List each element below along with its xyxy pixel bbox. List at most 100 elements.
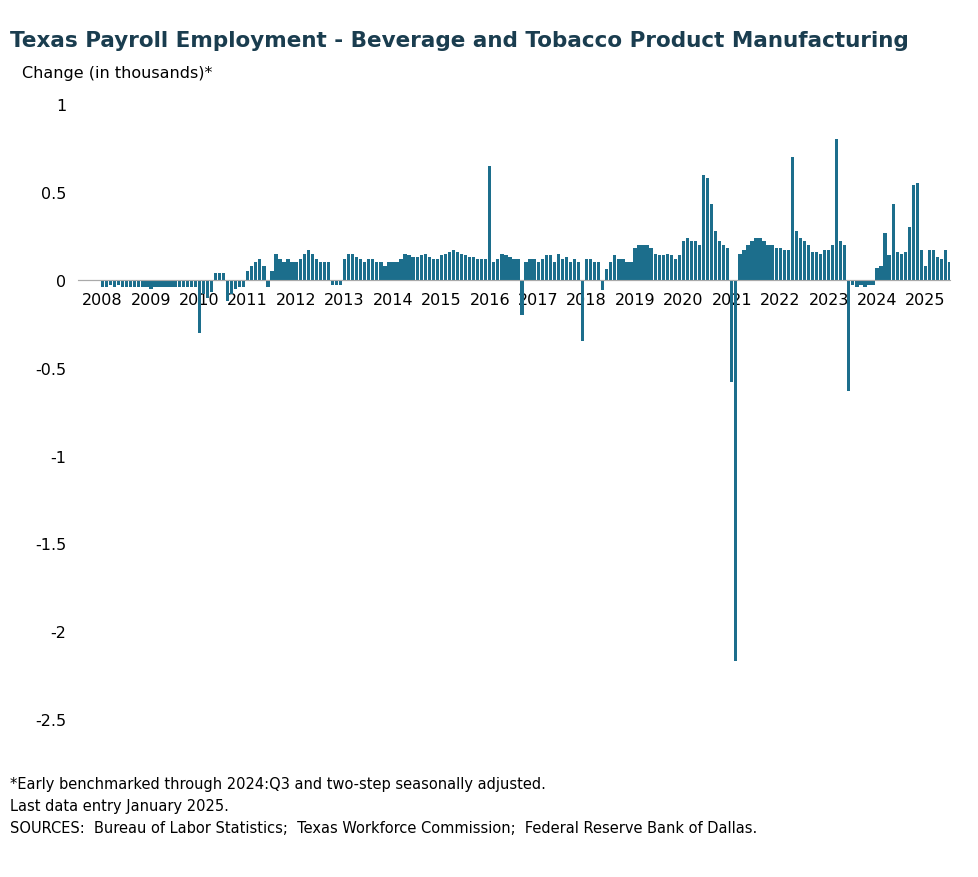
Bar [282,263,286,281]
Bar [242,281,245,288]
Bar [173,281,177,288]
Bar [177,281,181,288]
Bar [258,260,261,281]
Bar [129,281,132,288]
Bar [290,263,293,281]
Bar [568,263,571,281]
Bar [918,251,922,281]
Bar [238,281,242,288]
Bar [378,263,382,281]
Bar [887,256,890,281]
Text: Change (in thousands)*: Change (in thousands)* [22,66,212,81]
Bar [814,253,818,281]
Text: SOURCES:  Bureau of Labor Statistics;  Texas Workforce Commission;  Federal Rese: SOURCES: Bureau of Labor Statistics; Tex… [10,820,756,835]
Bar [363,263,366,281]
Bar [850,281,854,286]
Bar [653,254,656,281]
Bar [882,233,886,281]
Bar [342,260,346,281]
Bar [274,254,278,281]
Bar [818,254,822,281]
Bar [524,263,527,281]
Bar [254,263,257,281]
Bar [661,256,664,281]
Bar [927,251,930,281]
Bar [713,232,717,281]
Bar [778,249,781,281]
Bar [553,263,556,281]
Bar [154,281,156,288]
Bar [105,281,109,288]
Bar [500,254,503,281]
Bar [435,260,438,281]
Bar [198,281,200,333]
Bar [673,260,677,281]
Bar [201,281,204,295]
Bar [249,267,253,281]
Bar [971,267,974,281]
Bar [770,246,773,281]
Bar [266,281,269,288]
Bar [230,281,233,295]
Bar [350,254,354,281]
Bar [802,242,805,281]
Bar [382,267,386,281]
Bar [874,268,878,281]
Bar [810,253,814,281]
Bar [456,253,459,281]
Bar [758,239,761,281]
Bar [935,258,938,281]
Bar [101,281,104,288]
Text: *Early benchmarked through 2024:Q3 and two-step seasonally adjusted.: *Early benchmarked through 2024:Q3 and t… [10,776,545,791]
Bar [294,263,297,281]
Bar [121,281,124,288]
Bar [589,260,592,281]
Bar [737,254,740,281]
Bar [270,272,273,281]
Bar [536,263,539,281]
Bar [346,254,350,281]
Bar [781,251,785,281]
Bar [608,263,612,281]
Bar [734,281,736,661]
Bar [914,184,918,281]
Bar [540,260,544,281]
Bar [709,205,713,281]
Bar [306,251,310,281]
Bar [112,281,116,288]
Bar [842,246,846,281]
Bar [903,253,906,281]
Bar [141,281,145,288]
Bar [125,281,128,288]
Bar [785,251,789,281]
Bar [331,281,333,286]
Bar [576,263,580,281]
Bar [371,260,374,281]
Bar [604,270,607,281]
Bar [621,260,624,281]
Bar [511,260,515,281]
Bar [689,242,692,281]
Bar [471,258,474,281]
Bar [838,242,841,281]
Bar [612,256,616,281]
Bar [705,179,708,281]
Bar [314,260,318,281]
Bar [967,270,970,281]
Bar [633,249,636,281]
Bar [488,167,491,281]
Bar [391,263,394,281]
Bar [149,281,153,289]
Bar [774,249,778,281]
Bar [117,281,120,286]
Bar [520,281,523,316]
Bar [319,263,322,281]
Bar [616,260,620,281]
Bar [584,260,588,281]
Bar [483,260,487,281]
Bar [399,260,402,281]
Bar [504,256,507,281]
Bar [794,232,797,281]
Bar [878,267,882,281]
Bar [467,258,470,281]
